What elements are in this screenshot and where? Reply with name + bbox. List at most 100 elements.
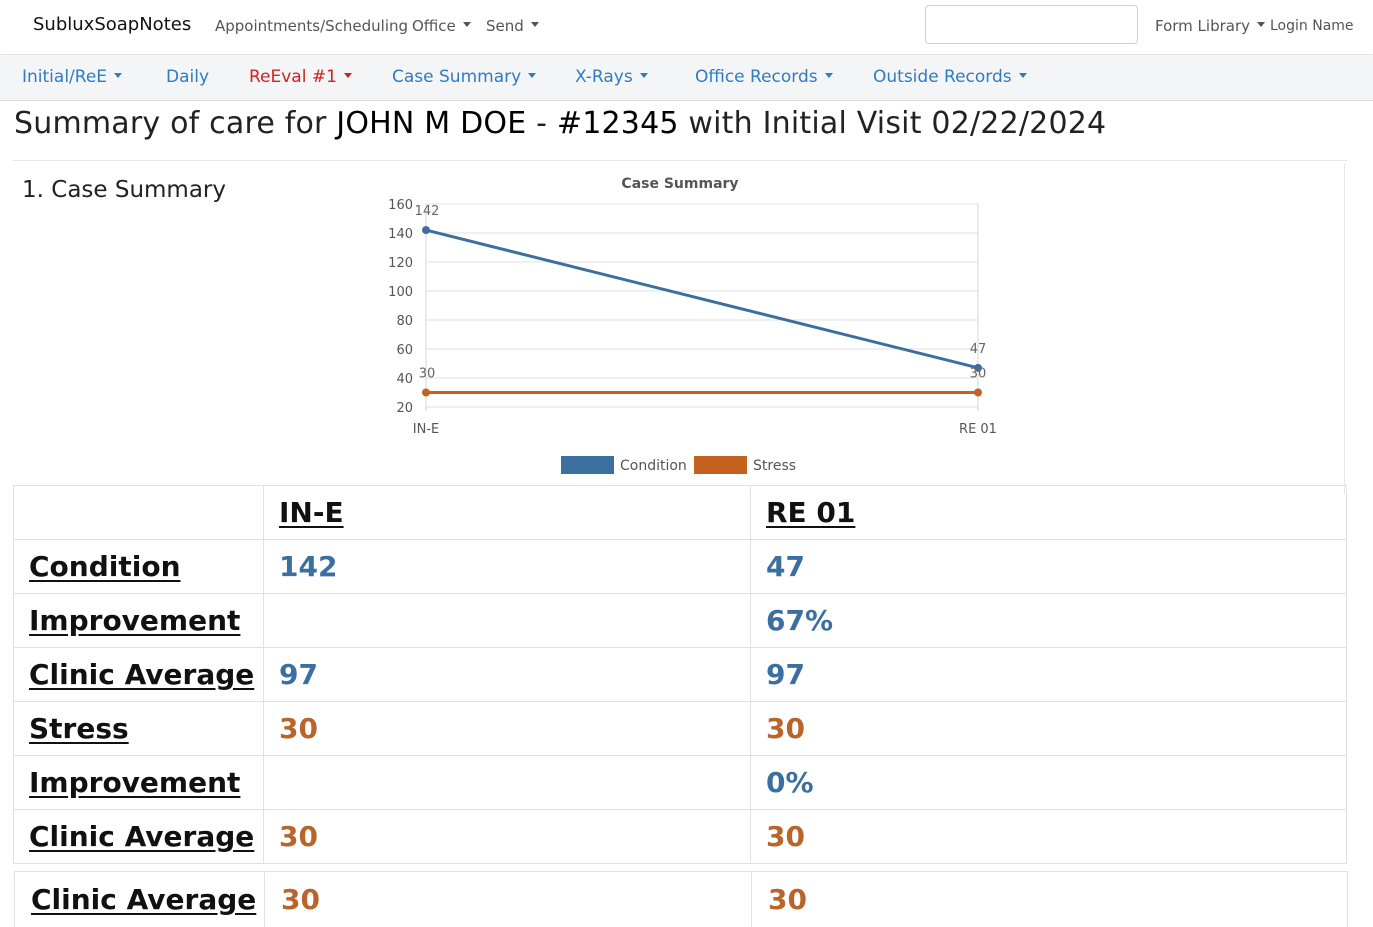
tab-case-summary[interactable]: Case Summary xyxy=(392,67,537,87)
row-label: Improvement xyxy=(29,766,241,799)
chart-x-axis: IN-E RE 01 xyxy=(413,422,997,437)
data-label: 30 xyxy=(970,367,987,382)
data-point xyxy=(422,388,430,397)
row-label-cell[interactable]: Stress xyxy=(13,701,264,756)
tab-office-records-label: Office Records xyxy=(695,67,818,87)
y-tick-label: 40 xyxy=(396,372,413,387)
top-navbar: SubluxSoapNotes Appointments/Scheduling … xyxy=(0,0,1373,55)
value-cell: 0% xyxy=(750,755,1347,810)
row-label: Clinic Average xyxy=(31,883,257,916)
table-header-row: IN-E RE 01 xyxy=(13,485,1347,540)
table-row: Improvement 67% xyxy=(13,593,1347,648)
section-heading: 1. Case Summary xyxy=(22,177,227,203)
row-label-cell[interactable]: Improvement xyxy=(13,755,264,810)
nav-office-dropdown[interactable]: Office xyxy=(412,17,471,35)
data-label: 142 xyxy=(415,204,440,219)
y-tick-label: 140 xyxy=(388,227,413,242)
extra-summary-table: Clinic Average 30 30 xyxy=(14,871,1348,927)
row-label-cell[interactable]: Condition xyxy=(13,539,264,594)
chevron-down-icon xyxy=(1257,22,1266,27)
y-tick-label: 20 xyxy=(396,401,413,416)
chevron-down-icon xyxy=(528,72,537,78)
table-header-blank xyxy=(13,485,264,540)
y-tick-label: 60 xyxy=(396,343,413,358)
row-label-cell[interactable]: Clinic Average xyxy=(14,871,265,927)
chevron-down-icon xyxy=(1018,72,1027,78)
chevron-down-icon xyxy=(639,72,648,78)
y-tick-label: 160 xyxy=(388,198,413,213)
nav-office-label: Office xyxy=(412,17,456,35)
data-point xyxy=(974,388,982,397)
table-row: Stress 30 30 xyxy=(13,701,1347,756)
row-label-cell[interactable]: Improvement xyxy=(13,593,264,648)
patient-name: JOHN M DOE xyxy=(336,106,527,141)
row-label: Clinic Average xyxy=(29,820,255,853)
patient-number: #12345 xyxy=(556,106,679,141)
row-label-cell[interactable]: Clinic Average xyxy=(13,647,264,702)
chart-title: Case Summary xyxy=(621,176,738,192)
login-name-link[interactable]: Login Name xyxy=(1270,18,1354,34)
value-cell: 30 xyxy=(750,809,1347,864)
row-label: Stress xyxy=(29,712,129,745)
value-cell: 97 xyxy=(750,647,1347,702)
legend-label: Stress xyxy=(753,458,796,474)
table-row: Clinic Average 30 30 xyxy=(14,871,1348,927)
nav-form-library-dropdown[interactable]: Form Library xyxy=(1155,17,1266,35)
table-body: Condition 142 47 Improvement 67% Clinic Avera… xyxy=(13,539,1347,864)
value-cell: 47 xyxy=(750,539,1347,594)
value-cell: 30 xyxy=(263,701,751,756)
legend-label: Condition xyxy=(620,458,687,474)
title-prefix: Summary of care for xyxy=(14,106,337,141)
tab-reeval-1[interactable]: ReEval #1 xyxy=(249,67,352,87)
row-label: Clinic Average xyxy=(29,658,255,691)
data-point xyxy=(974,363,982,372)
value-cell xyxy=(263,593,751,648)
value-cell: 30 xyxy=(751,871,1348,927)
title-suffix: with Initial Visit 02/22/2024 xyxy=(678,106,1107,141)
x-tick-label: IN-E xyxy=(413,422,439,437)
tab-x-rays[interactable]: X-Rays xyxy=(575,67,648,87)
title-separator: - xyxy=(526,106,557,141)
value-cell: 30 xyxy=(750,701,1347,756)
y-tick-label: 100 xyxy=(388,285,413,300)
nav-appointments-scheduling[interactable]: Appointments/Scheduling xyxy=(215,17,409,35)
tab-daily[interactable]: Daily xyxy=(166,67,210,87)
tab-outside-records[interactable]: Outside Records xyxy=(873,67,1027,87)
tab-outside-records-label: Outside Records xyxy=(873,67,1012,87)
brand-link[interactable]: SubluxSoapNotes xyxy=(33,14,192,35)
data-label: 47 xyxy=(970,342,987,357)
table-row: Improvement 0% xyxy=(13,755,1347,810)
tab-office-records[interactable]: Office Records xyxy=(695,67,833,87)
legend-swatch xyxy=(561,456,614,474)
value-cell xyxy=(263,755,751,810)
table-header-re01[interactable]: RE 01 xyxy=(750,485,1347,540)
case-summary-chart: 20 40 60 80 100 120 140 160 IN-E RE 01 142 47 30 30… xyxy=(388,176,997,474)
x-tick-label: RE 01 xyxy=(959,422,997,437)
chart-legend[interactable]: Condition Stress xyxy=(561,456,796,474)
value-cell: 30 xyxy=(264,871,752,927)
table-row: Clinic Average 97 97 xyxy=(13,647,1347,702)
chart-series xyxy=(422,226,982,397)
y-tick-label: 120 xyxy=(388,256,413,271)
data-point xyxy=(422,226,430,235)
chart-data-labels: 142 47 30 30 xyxy=(415,204,987,381)
column-header-label: RE 01 xyxy=(766,496,856,529)
summary-table: IN-E RE 01 Condition 142 47 Improvement 67% C… xyxy=(13,485,1347,864)
table-row: Condition 142 47 xyxy=(13,539,1347,594)
column-header-label: IN-E xyxy=(279,496,344,529)
data-label: 30 xyxy=(419,367,436,382)
row-label: Condition xyxy=(29,550,181,583)
legend-swatch xyxy=(694,456,747,474)
tab-x-rays-label: X-Rays xyxy=(575,67,633,87)
table-row: Clinic Average 30 30 xyxy=(13,809,1347,864)
tab-case-summary-label: Case Summary xyxy=(392,67,522,87)
search-input[interactable] xyxy=(925,5,1138,44)
title-divider xyxy=(13,160,1347,161)
section-divider xyxy=(1344,164,1345,494)
tab-initial-ree[interactable]: Initial/ReE xyxy=(22,67,123,87)
value-cell: 67% xyxy=(750,593,1347,648)
table-header-ine[interactable]: IN-E xyxy=(263,485,751,540)
row-label-cell[interactable]: Clinic Average xyxy=(13,809,264,864)
chevron-down-icon xyxy=(530,22,539,27)
nav-send-dropdown[interactable]: Send xyxy=(486,17,539,35)
